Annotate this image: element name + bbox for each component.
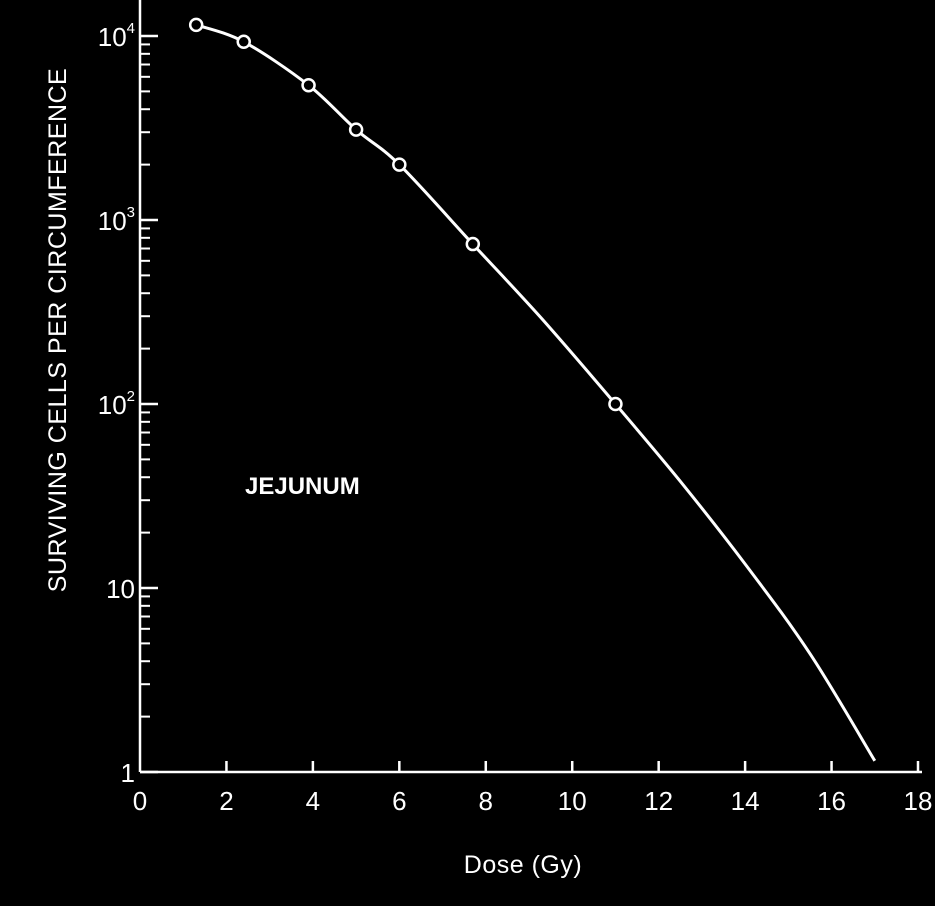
x-tick-label: 18: [904, 786, 933, 816]
x-ticks: 0 2 4 6 8 10 12 14 16 18: [133, 761, 933, 816]
x-tick-label: 6: [392, 786, 406, 816]
minor-ticks: [140, 43, 150, 718]
y-tick-label: 103: [98, 204, 135, 236]
y-tick-label: 104: [98, 20, 135, 52]
data-point: [465, 236, 481, 252]
data-point: [608, 396, 623, 412]
x-tick-label: 8: [479, 786, 493, 816]
x-tick-label: 4: [306, 786, 320, 816]
data-point: [348, 122, 364, 137]
y-tick-label: 10: [106, 574, 135, 604]
y-tick-label: 1: [121, 758, 135, 788]
data-point: [301, 77, 316, 93]
data-point: [236, 34, 251, 50]
series: [188, 17, 877, 762]
x-tick-label: 12: [644, 786, 673, 816]
survival-curve: [195, 23, 877, 762]
annotation-jejunum: JEJUNUM: [245, 473, 360, 500]
data-point: [188, 17, 204, 33]
x-tick-label: 10: [558, 786, 587, 816]
x-axis-title: Dose (Gy): [464, 851, 582, 879]
y-axis-title: SURVIVING CELLS PER CIRCUMFERENCE: [44, 68, 72, 592]
y-tick-label: 102: [98, 388, 135, 420]
x-tick-label: 0: [133, 786, 147, 816]
x-tick-label: 16: [817, 786, 846, 816]
axes: [138, 0, 922, 774]
data-point: [392, 157, 407, 172]
x-tick-label: 2: [219, 786, 233, 816]
x-tick-label: 14: [731, 786, 760, 816]
